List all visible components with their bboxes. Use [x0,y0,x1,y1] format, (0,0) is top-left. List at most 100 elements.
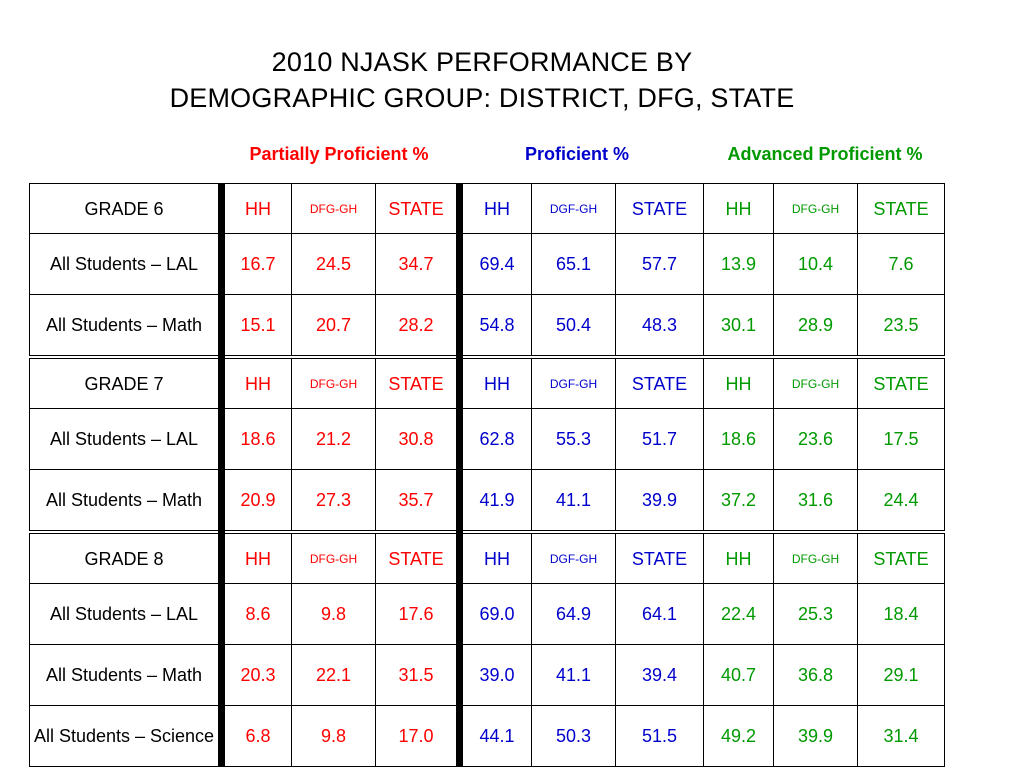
column-header-proficient-dfg: DGF-GH [531,530,616,584]
cell-proficient-hh: 69.0 [456,583,532,645]
cell-proficient-hh: 44.1 [456,705,532,767]
cell-partial-dfg: 20.7 [291,294,376,358]
table-row: All Students – LAL 16.7 24.5 34.7 69.4 65.1 57… [29,233,945,295]
cell-advanced-hh: 13.9 [703,233,774,295]
cell-proficient-state: 39.4 [615,644,704,706]
title-line-2: DEMOGRAPHIC GROUP: DISTRICT, DFG, STATE [169,83,795,113]
cell-proficient-hh: 69.4 [456,233,532,295]
cell-advanced-dfg: 10.4 [773,233,858,295]
table-row: All Students – LAL 8.6 9.8 17.6 69.0 64.9 64.1… [29,583,945,645]
cell-advanced-dfg: 25.3 [773,583,858,645]
column-header-partial-hh: HH [218,530,292,584]
grade-label: GRADE 6 [29,183,222,234]
column-header-partial-dfg: DFG-GH [291,183,376,234]
column-header-advanced-hh: HH [703,530,774,584]
cell-proficient-dfg: 50.4 [531,294,616,358]
cell-partial-state: 30.8 [375,408,460,470]
cell-partial-state: 17.6 [375,583,460,645]
cell-proficient-dfg: 41.1 [531,469,616,533]
page-title: 2010 NJASK PERFORMANCE BY DEMOGRAPHIC GR… [0,44,964,116]
table-row: All Students – Math 20.3 22.1 31.5 39.0 41.1 3… [29,644,945,706]
cell-partial-dfg: 22.1 [291,644,376,706]
cell-partial-state: 17.0 [375,705,460,767]
column-header-partial-state: STATE [375,530,460,584]
cell-partial-hh: 6.8 [218,705,292,767]
proficient-label: Proficient % [524,144,630,164]
cell-proficient-dfg: 65.1 [531,233,616,295]
cell-partial-dfg: 21.2 [291,408,376,470]
cell-advanced-dfg: 31.6 [773,469,858,533]
cell-advanced-dfg: 39.9 [773,705,858,767]
table-body: GRADE 6 HH DFG-GH STATE HH DGF-GH STATE HH DFG-G… [29,183,945,767]
cell-advanced-dfg: 36.8 [773,644,858,706]
table-row: All Students – LAL 18.6 21.2 30.8 62.8 55.3 51… [29,408,945,470]
cell-partial-dfg: 9.8 [291,705,376,767]
column-header-advanced-state: STATE [857,183,945,234]
performance-table: GRADE 6 HH DFG-GH STATE HH DGF-GH STATE HH DFG-G… [29,183,945,767]
column-header-partial-dfg: DFG-GH [291,355,376,409]
table-row: All Students – Science 6.8 9.8 17.0 44.1 50.3… [29,705,945,767]
column-header-advanced-dfg: DFG-GH [773,183,858,234]
cell-partial-hh: 20.3 [218,644,292,706]
column-header-proficient-state: STATE [615,183,704,234]
cell-proficient-hh: 41.9 [456,469,532,533]
advanced-proficient-label: Advanced Proficient % [727,144,923,164]
cell-advanced-state: 31.4 [857,705,945,767]
cell-advanced-dfg: 23.6 [773,408,858,470]
column-header-advanced-state: STATE [857,355,945,409]
column-header-proficient-state: STATE [615,355,704,409]
grade-header-row: GRADE 6 HH DFG-GH STATE HH DGF-GH STATE HH DFG-G… [29,183,945,234]
grade-label: GRADE 8 [29,530,222,584]
cell-advanced-hh: 49.2 [703,705,774,767]
column-header-partial-state: STATE [375,183,460,234]
cell-partial-state: 28.2 [375,294,460,358]
cell-advanced-hh: 37.2 [703,469,774,533]
column-header-proficient-hh: HH [456,183,532,234]
cell-partial-dfg: 9.8 [291,583,376,645]
row-label: All Students – LAL [29,408,222,470]
cell-advanced-hh: 18.6 [703,408,774,470]
cell-proficient-dfg: 50.3 [531,705,616,767]
cell-partial-state: 31.5 [375,644,460,706]
cell-advanced-state: 24.4 [857,469,945,533]
cell-partial-hh: 16.7 [218,233,292,295]
cell-partial-dfg: 24.5 [291,233,376,295]
row-label: All Students – Math [29,294,222,358]
row-label: All Students – LAL [29,233,222,295]
column-header-advanced-dfg: DFG-GH [773,355,858,409]
cell-proficient-state: 39.9 [615,469,704,533]
cell-partial-hh: 20.9 [218,469,292,533]
cell-advanced-state: 18.4 [857,583,945,645]
cell-partial-state: 34.7 [375,233,460,295]
column-header-advanced-hh: HH [703,183,774,234]
column-header-proficient-dfg: DGF-GH [531,355,616,409]
cell-proficient-dfg: 55.3 [531,408,616,470]
table-row: All Students – Math 20.9 27.3 35.7 41.9 41.1 3… [29,469,945,533]
column-header-partial-dfg: DFG-GH [291,530,376,584]
cell-proficient-state: 51.5 [615,705,704,767]
title-line-1: 2010 NJASK PERFORMANCE BY [271,47,693,77]
cell-advanced-dfg: 28.9 [773,294,858,358]
cell-partial-hh: 8.6 [218,583,292,645]
column-header-proficient-state: STATE [615,530,704,584]
column-header-advanced-hh: HH [703,355,774,409]
partially-proficient-label: Partially Proficient % [249,144,429,164]
cell-advanced-state: 7.6 [857,233,945,295]
row-label: All Students – Math [29,644,222,706]
cell-advanced-hh: 30.1 [703,294,774,358]
column-header-advanced-dfg: DFG-GH [773,530,858,584]
column-header-advanced-state: STATE [857,530,945,584]
cell-advanced-state: 23.5 [857,294,945,358]
cell-partial-dfg: 27.3 [291,469,376,533]
column-header-proficient-dfg: DGF-GH [531,183,616,234]
cell-partial-hh: 15.1 [218,294,292,358]
row-label: All Students – Math [29,469,222,533]
cell-proficient-state: 64.1 [615,583,704,645]
cell-proficient-state: 48.3 [615,294,704,358]
cell-proficient-state: 51.7 [615,408,704,470]
column-header-partial-hh: HH [218,183,292,234]
cell-proficient-dfg: 64.9 [531,583,616,645]
column-header-proficient-hh: HH [456,355,532,409]
cell-advanced-state: 29.1 [857,644,945,706]
table-row: All Students – Math 15.1 20.7 28.2 54.8 50.4 4… [29,294,945,358]
